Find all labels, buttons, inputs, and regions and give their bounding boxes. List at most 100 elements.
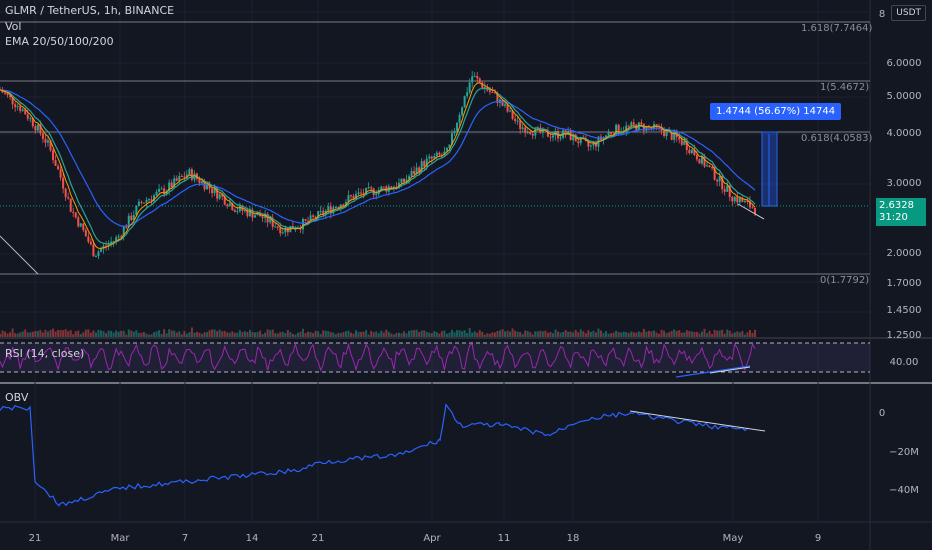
- volume-bar: [21, 331, 24, 337]
- support-trend-line[interactable]: [737, 203, 765, 220]
- volume-bar: [69, 330, 72, 337]
- volume-bar: [655, 332, 658, 337]
- measure-label[interactable]: 1.4744 (56.67%) 14744: [710, 103, 842, 120]
- volume-bar: [741, 330, 744, 337]
- candle: [309, 215, 312, 222]
- candle: [617, 124, 620, 133]
- ema-100-line: [0, 82, 756, 250]
- volume-bar: [748, 330, 751, 337]
- volume-bar: [4, 331, 7, 337]
- candle: [127, 215, 130, 228]
- volume-bar: [430, 333, 433, 337]
- candle: [665, 130, 668, 136]
- price-axis-label: 4.0000: [886, 128, 922, 139]
- volume-bar: [423, 330, 426, 337]
- candle: [173, 178, 176, 188]
- volume-bar: [223, 330, 226, 337]
- rsi-title[interactable]: RSI (14, close): [5, 347, 85, 360]
- volume-bar: [193, 332, 196, 337]
- candle: [754, 208, 756, 214]
- volume-bar: [180, 334, 183, 337]
- candle: [703, 156, 706, 167]
- candle: [524, 127, 527, 133]
- vol-indicator-label[interactable]: Vol: [5, 20, 22, 33]
- candle: [163, 188, 166, 195]
- candle: [183, 176, 186, 178]
- candle: [218, 194, 221, 199]
- volume-bar: [122, 330, 125, 337]
- volume-bar: [425, 331, 428, 337]
- symbol-title[interactable]: GLMR / TetherUS, 1h, BINANCE: [5, 4, 175, 17]
- volume-bar: [610, 333, 613, 337]
- candle: [180, 176, 183, 178]
- volume-bar: [82, 332, 85, 337]
- candle: [365, 187, 368, 195]
- volume-bar: [243, 331, 246, 337]
- volume-bar: [132, 331, 135, 337]
- candle: [418, 167, 421, 173]
- volume-bar: [493, 332, 496, 337]
- candle: [312, 215, 315, 217]
- volume-bar: [478, 330, 481, 337]
- candle: [231, 203, 234, 211]
- rsi-divergence-line-2[interactable]: [709, 366, 751, 374]
- volume-bar: [587, 330, 590, 337]
- volume-bar: [733, 332, 736, 337]
- candle: [168, 182, 171, 192]
- candle: [54, 160, 57, 167]
- volume-bar: [387, 331, 390, 337]
- volume-bar: [294, 334, 297, 337]
- volume-bar: [602, 333, 605, 337]
- volume-bar: [276, 333, 279, 337]
- candle: [254, 215, 257, 218]
- candle: [645, 125, 648, 131]
- candle: [615, 124, 618, 135]
- candle: [203, 181, 206, 190]
- volume-bar: [728, 330, 731, 337]
- volume-bar: [188, 332, 191, 337]
- candle: [223, 196, 226, 205]
- trend-line[interactable]: [0, 235, 39, 275]
- currency-badge[interactable]: USDT: [891, 5, 926, 21]
- volume-bar: [221, 331, 224, 337]
- price-axis-label: 3.0000: [886, 178, 922, 189]
- volume-bar: [746, 332, 749, 337]
- candle: [153, 195, 156, 201]
- candle: [34, 126, 37, 131]
- volume-bar: [589, 331, 592, 337]
- volume-bar: [559, 332, 562, 337]
- volume-bar: [153, 332, 156, 337]
- volume-bar: [329, 332, 332, 337]
- volume-bar: [117, 331, 120, 337]
- candle: [269, 218, 272, 223]
- volume-bar: [160, 334, 163, 337]
- volume-bar: [52, 328, 55, 337]
- obv-trend-line[interactable]: [629, 410, 766, 432]
- volume-bar: [557, 331, 560, 337]
- candle: [726, 185, 729, 192]
- candle: [385, 186, 388, 192]
- date-axis-label: May: [722, 533, 744, 544]
- volume-bar: [625, 332, 628, 337]
- volume-bar: [415, 329, 418, 337]
- candle: [150, 199, 153, 201]
- volume-bar: [685, 330, 688, 337]
- volume-bar: [645, 331, 648, 337]
- ema-indicator-label[interactable]: EMA 20/50/100/200: [5, 35, 114, 48]
- candle: [208, 184, 211, 189]
- obv-title[interactable]: OBV: [5, 391, 29, 404]
- volume-bar: [592, 330, 595, 337]
- volume-bar: [569, 331, 572, 337]
- candle: [67, 197, 70, 199]
- candle: [14, 104, 17, 108]
- volume-bar: [622, 331, 625, 337]
- volume-bar: [658, 333, 661, 337]
- volume-bar: [284, 333, 287, 337]
- volume-bar: [339, 333, 342, 337]
- volume-bar: [370, 330, 373, 337]
- candle: [410, 170, 413, 177]
- candle: [57, 166, 60, 170]
- candle: [31, 118, 34, 127]
- rsi-divergence-line[interactable]: [675, 365, 751, 378]
